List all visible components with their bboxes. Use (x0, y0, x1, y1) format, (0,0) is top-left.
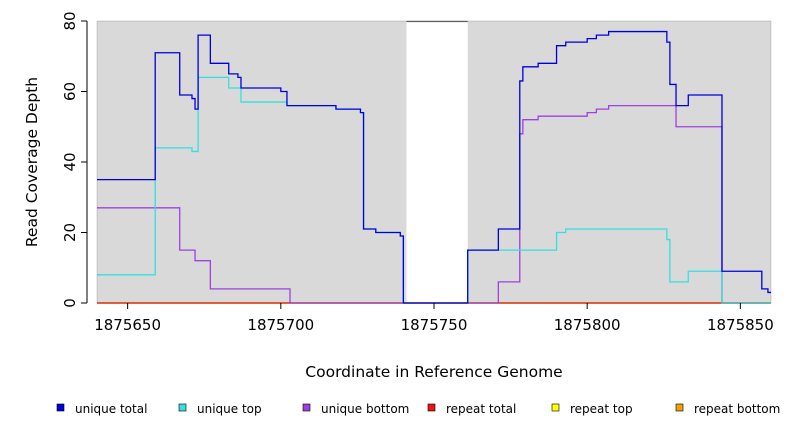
x-axis: 1875650 1875700 1875750 1875800 1875850 (94, 303, 774, 334)
legend-label: unique total (75, 402, 147, 416)
legend-swatch-repeat-top (551, 403, 560, 412)
series-line-unique-bottom (97, 104, 771, 304)
y-axis-title: Read Coverage Depth (23, 77, 41, 247)
series-line-unique-total (97, 30, 771, 304)
legend-label: repeat total (446, 402, 516, 416)
x-tick-label: 1875750 (401, 316, 468, 334)
shaded-region-2 (467, 21, 771, 303)
legend-swatch-unique-total (56, 403, 65, 412)
legend-label: repeat top (570, 402, 633, 416)
shaded-region-1 (97, 21, 407, 303)
y-tick-label: 20 (61, 223, 79, 242)
legend-label: unique bottom (321, 402, 409, 416)
legend-label: unique top (197, 402, 262, 416)
x-tick-label: 1875700 (247, 316, 314, 334)
legend-swatch-repeat-bottom (675, 403, 684, 412)
legend-swatch-unique-top (178, 403, 187, 412)
y-tick-label: 60 (61, 82, 79, 101)
legend-label: repeat bottom (694, 402, 780, 416)
x-axis-title: Coordinate in Reference Genome (305, 363, 562, 381)
legend-swatch-unique-bottom (302, 403, 311, 412)
y-tick-label: 0 (61, 298, 79, 308)
legend-swatch-repeat-total (427, 403, 436, 412)
x-tick-label: 1875800 (554, 316, 621, 334)
x-tick-label: 1875850 (707, 316, 774, 334)
plot-background (97, 20, 771, 303)
legend: unique total unique top unique bottom repea… (56, 402, 780, 416)
x-tick-label: 1875650 (94, 316, 161, 334)
y-tick-label: 80 (61, 11, 79, 30)
y-axis: 0 20 40 60 80 (61, 11, 88, 308)
y-tick-label: 40 (61, 152, 79, 171)
